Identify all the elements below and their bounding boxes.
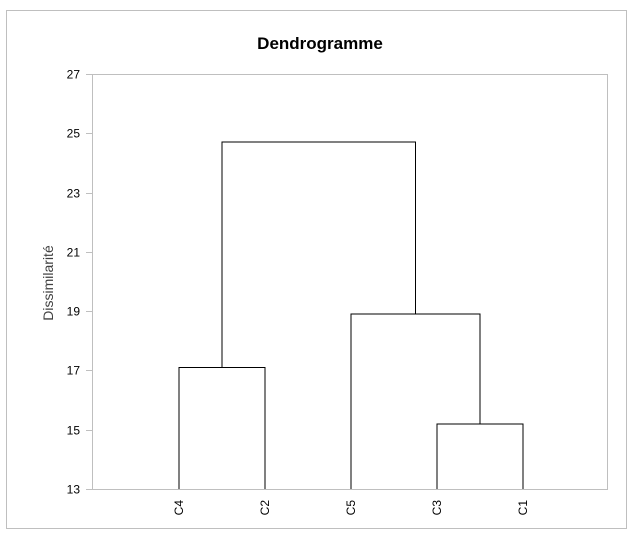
y-tick-label: 21 (67, 246, 81, 260)
dendrogram-link (221, 141, 416, 368)
y-axis-label: Dissimilarité (40, 245, 56, 321)
leaf-label-c3: C3 (430, 500, 444, 516)
y-tick-label: 19 (67, 305, 81, 319)
plot-area (92, 74, 608, 490)
leaf-label-c2: C2 (258, 500, 272, 516)
y-tick-label: 27 (67, 68, 81, 82)
leaf-label-c1: C1 (516, 500, 530, 516)
leaf-label-c4: C4 (172, 500, 186, 516)
dendrogram-link (436, 423, 524, 489)
chart-title: Dendrogramme (257, 34, 383, 53)
dendrogram-links (178, 141, 524, 489)
leaf-label-c5: C5 (344, 500, 358, 516)
y-axis-ticks: 13 15 17 19 21 23 25 27 (67, 68, 92, 497)
y-tick-label: 13 (67, 483, 81, 497)
y-tick-label: 17 (67, 364, 81, 378)
outer-border (6, 10, 627, 529)
y-tick-label: 15 (67, 424, 81, 438)
x-axis-ticks: C4 C2 C5 C3 C1 (172, 500, 530, 516)
y-tick-label: 25 (67, 127, 81, 141)
y-tick-label: 23 (67, 187, 81, 201)
